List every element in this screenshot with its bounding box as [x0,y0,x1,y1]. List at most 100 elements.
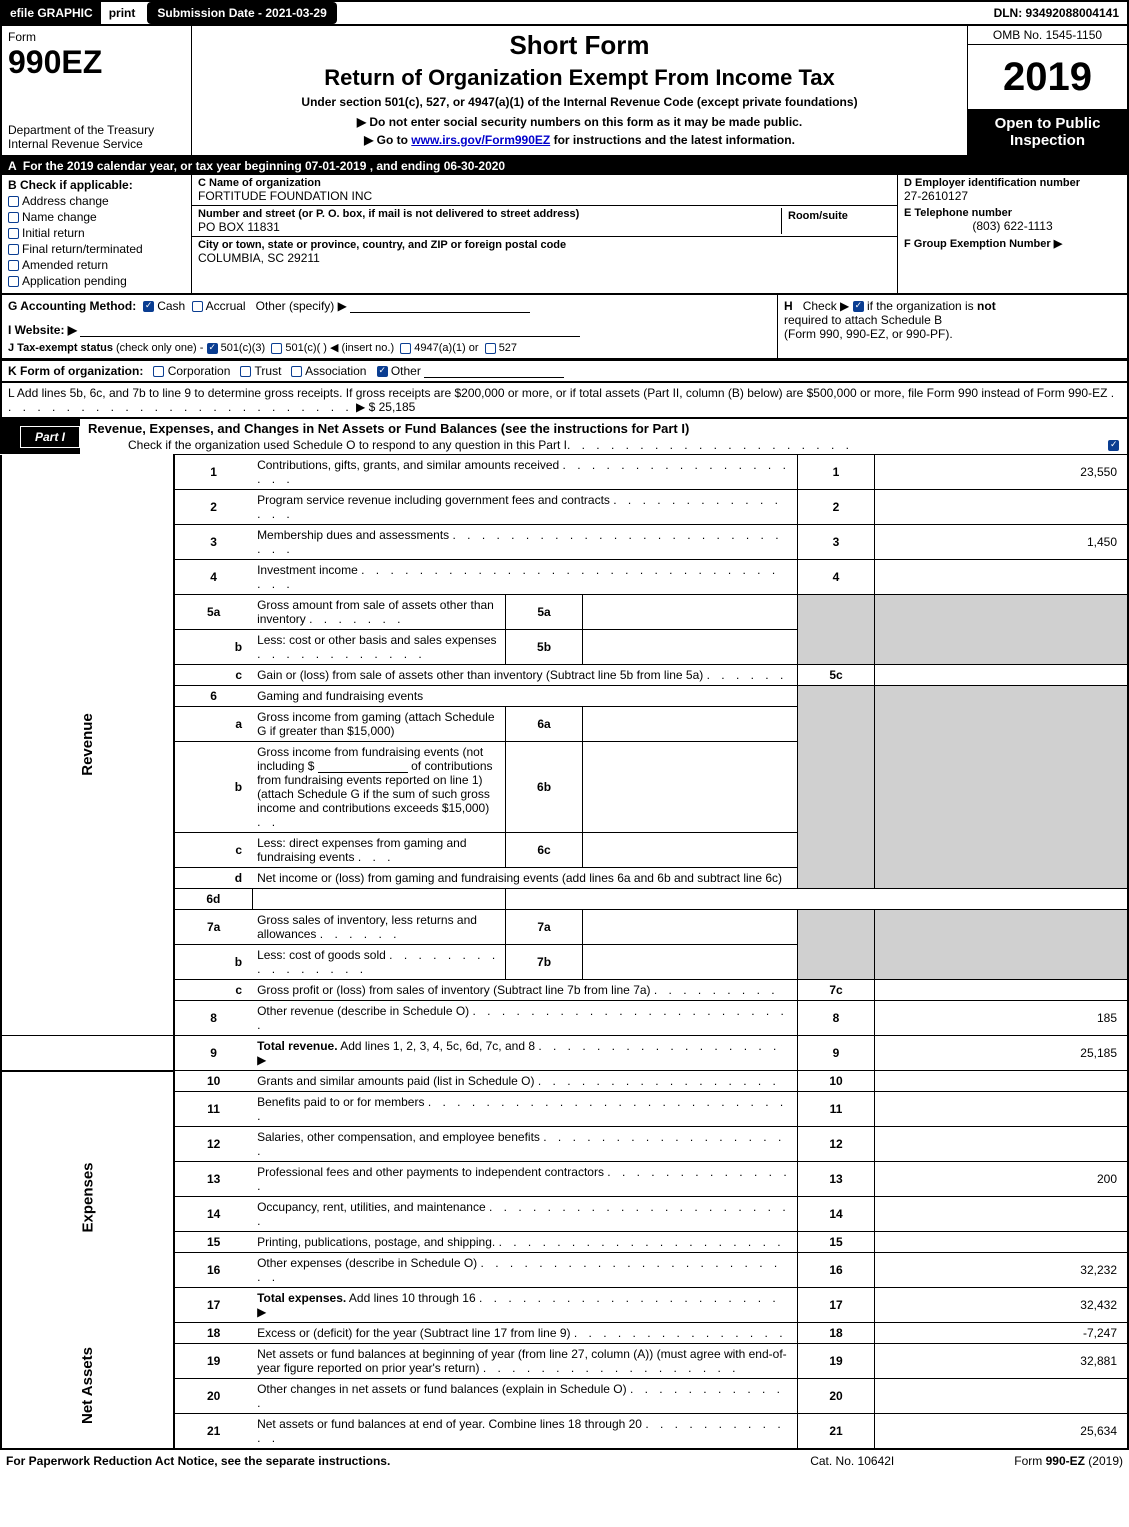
chk-cash[interactable] [143,301,154,312]
chk-corporation[interactable] [153,366,164,377]
chk-501c[interactable] [271,343,282,354]
j-527: 527 [499,342,517,354]
chk-4947[interactable] [400,343,411,354]
ssn-note: ▶ Do not enter social security numbers o… [200,115,959,129]
footer: For Paperwork Reduction Act Notice, see … [0,1450,1129,1472]
k-label: K Form of organization: [8,364,143,378]
short-form-title: Short Form [200,30,959,61]
dept-line1: Department of the Treasury [8,123,185,137]
h-section: H Check ▶ if the organization is not req… [777,295,1127,358]
dept-treasury: Department of the Treasury Internal Reve… [8,123,185,151]
dln: DLN: 93492088004141 [986,2,1127,24]
h-label: H [784,299,793,313]
k-assoc: Association [305,364,366,378]
accrual-label: Accrual [206,299,246,313]
form-word: Form [8,30,185,44]
part1-header: Part I Revenue, Expenses, and Changes in… [0,419,1129,454]
footer-right: Form 990-EZ (2019) [1014,1454,1123,1468]
print-link[interactable]: print [101,2,144,24]
chk-amended-return[interactable] [8,260,19,271]
chk-label: Amended return [22,258,108,272]
e-label: E Telephone number [904,207,1121,219]
goto-note: ▶ Go to www.irs.gov/Form990EZ for instru… [200,133,959,147]
gh-block: G Accounting Method: Cash Accrual Other … [0,295,1129,360]
other-specify-line [350,299,530,313]
footer-left: For Paperwork Reduction Act Notice, see … [6,1454,390,1468]
part1-title: Revenue, Expenses, and Changes in Net As… [80,419,1127,438]
chk-h[interactable] [853,301,864,312]
chk-accrual[interactable] [192,301,203,312]
open-inspection: Open to Public Inspection [968,109,1127,155]
h-text3: required to attach Schedule B [784,313,942,327]
j-note: (check only one) - [116,342,203,354]
chk-association[interactable] [291,366,302,377]
d-label: D Employer identification number [904,177,1121,189]
i-label: I Website: ▶ [8,323,77,337]
h-text2: if the organization is [867,299,974,313]
form-header: Form 990EZ Department of the Treasury In… [0,26,1129,157]
submission-date: Submission Date - 2021-03-29 [147,2,336,24]
addr-label: Number and street (or P. O. box, if mail… [198,208,781,220]
side-netassets: Net Assets [1,1323,174,1450]
info-block: B Check if applicable: Address change Na… [0,175,1129,295]
side-revenue: Revenue [1,455,174,1036]
chk-schedule-o[interactable] [1108,440,1119,451]
efile-label: efile GRAPHIC [2,2,101,24]
part1-sub: Check if the organization used Schedule … [80,438,1127,454]
lines-table: Revenue 1 Contributions, gifts, grants, … [0,454,1129,1450]
col-c: C Name of organization FORTITUDE FOUNDAT… [192,175,897,293]
phone: (803) 622-1113 [904,219,1121,233]
h-not: not [977,299,996,313]
g-section: G Accounting Method: Cash Accrual Other … [2,295,777,358]
chk-527[interactable] [485,343,496,354]
line-a-text: For the 2019 calendar year, or tax year … [23,159,505,173]
l-block: L Add lines 5b, 6c, and 7b to line 9 to … [0,383,1129,419]
j-501c3: 501(c)(3) [221,342,266,354]
tax-year: 2019 [968,45,1127,109]
line-a: A For the 2019 calendar year, or tax yea… [0,157,1129,175]
chk-trust[interactable] [240,366,251,377]
irs-link[interactable]: www.irs.gov/Form990EZ [411,133,550,147]
chk-name-change[interactable] [8,212,19,223]
part1-tab: Part I [20,426,80,448]
chk-label: Initial return [22,226,85,240]
k-other-line [424,364,564,378]
k-other: Other [391,364,421,378]
chk-label: Address change [22,194,109,208]
room-suite: Room/suite [781,208,891,234]
address: PO BOX 11831 [198,220,781,234]
dept-line2: Internal Revenue Service [8,137,185,151]
chk-application-pending[interactable] [8,276,19,287]
f-label: F Group Exemption Number ▶ [904,237,1121,250]
footer-cat: Cat. No. 10642I [810,1454,894,1468]
chk-label: Final return/terminated [22,242,143,256]
goto-post: for instructions and the latest informat… [550,133,795,147]
goto-pre: ▶ Go to [364,133,411,147]
line-desc: Contributions, gifts, grants, and simila… [252,455,797,490]
h-text1: Check ▶ [803,299,850,313]
chk-final-return[interactable] [8,244,19,255]
col-d: D Employer identification number27-26101… [897,175,1127,293]
return-title: Return of Organization Exempt From Incom… [200,65,959,91]
l-text: L Add lines 5b, 6c, and 7b to line 9 to … [8,386,1107,400]
c-label: C Name of organization [198,177,891,189]
chk-other-org[interactable] [377,366,388,377]
cash-label: Cash [157,299,185,313]
k-trust: Trust [255,364,282,378]
website-line [80,323,580,337]
chk-address-change[interactable] [8,196,19,207]
other-label: Other (specify) ▶ [256,299,347,313]
k-block: K Form of organization: Corporation Trus… [0,360,1129,383]
chk-label: Application pending [22,274,127,288]
ein: 27-2610127 [904,189,1121,203]
line-num: 1 [174,455,252,490]
col-b: B Check if applicable: Address change Na… [2,175,192,293]
omb-number: OMB No. 1545-1150 [968,26,1127,45]
header-mid: Short Form Return of Organization Exempt… [192,26,967,155]
b-label: B Check if applicable: [8,178,133,192]
chk-initial-return[interactable] [8,228,19,239]
h-text4: (Form 990, 990-EZ, or 990-PF). [784,327,953,341]
chk-501c3[interactable] [207,343,218,354]
l-amount: ▶ $ 25,185 [356,400,415,414]
line-value: 23,550 [875,455,1128,490]
